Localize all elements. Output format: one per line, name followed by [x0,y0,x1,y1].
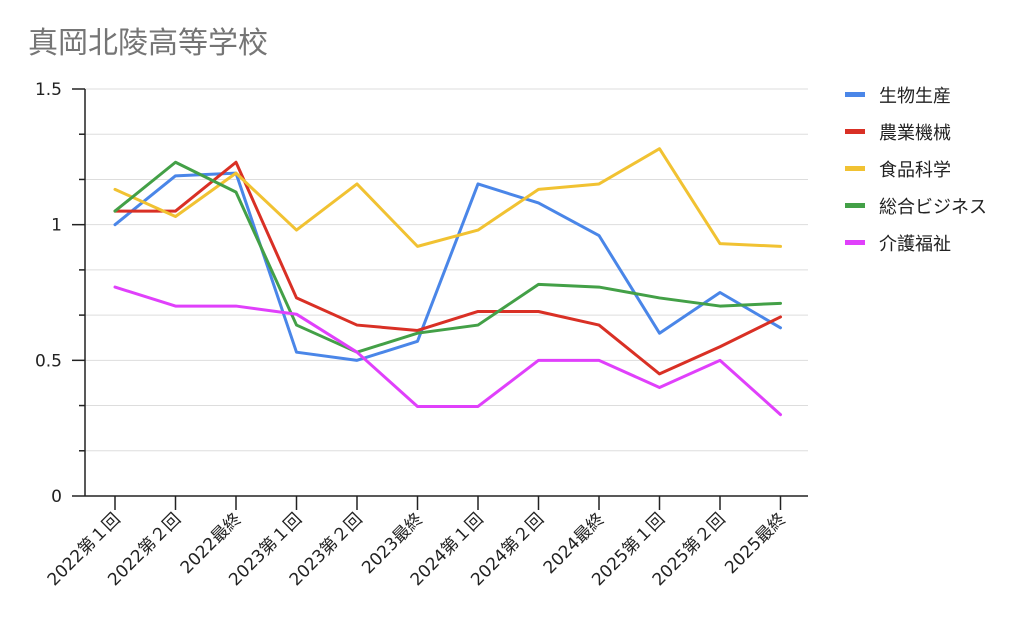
series-lines [113,147,782,417]
legend-swatch [845,240,865,245]
legend-label: 介護福祉 [879,233,951,255]
legend-swatch [845,92,865,97]
series-line-0 [113,171,782,362]
legend: 生物生産農業機械食品科学総合ビジネス 介護福祉 [845,76,987,261]
legend-label: 生物生産 [879,85,951,107]
y-tick-label: 0.5 [35,351,62,371]
series-line-4 [113,285,782,417]
series-line-3 [113,160,782,354]
series-line-1 [113,160,782,376]
legend-swatch [845,203,865,208]
axes [72,88,808,510]
legend-item: 介護福祉 [845,224,987,261]
legend-label: 農業機械 [879,122,951,144]
chart-title: 真岡北陵高等学校 [28,26,268,61]
y-tick-label: 1 [51,216,62,236]
legend-label: 食品科学 [879,159,951,181]
legend-swatch [845,166,865,171]
legend-swatch [845,129,865,134]
legend-item: 食品科学 [845,150,987,187]
y-tick-label: 0 [51,487,62,507]
series-line-2 [113,147,782,248]
legend-item: 農業機械 [845,113,987,150]
legend-item: 総合ビジネス [845,187,987,224]
x-tick-label: 2025最終 [721,509,790,578]
legend-label: 総合ビジネス [879,196,987,218]
y-tick-label: 1.5 [35,80,62,100]
legend-item: 生物生産 [845,76,987,113]
